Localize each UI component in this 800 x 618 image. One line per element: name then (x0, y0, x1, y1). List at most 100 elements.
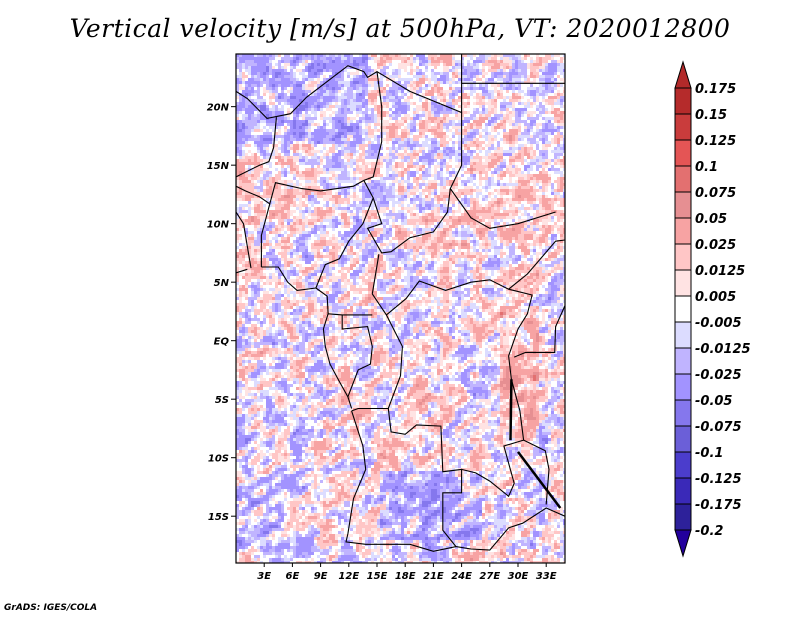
field-cell (263, 63, 266, 66)
field-cell (275, 195, 278, 198)
field-cell (320, 99, 323, 102)
field-cell (434, 177, 437, 180)
field-cell (434, 138, 437, 141)
field-cell (428, 144, 431, 147)
field-cell (335, 69, 338, 72)
field-cell (350, 72, 353, 75)
field-cell (353, 108, 356, 111)
field-cell (260, 135, 263, 138)
field-cell (527, 216, 530, 219)
field-cell (326, 165, 329, 168)
field-cell (551, 186, 554, 189)
field-cell (284, 60, 287, 63)
field-cell (530, 126, 533, 129)
field-cell (395, 54, 398, 57)
field-cell (419, 123, 422, 126)
field-cell (335, 138, 338, 141)
field-cell (314, 171, 317, 174)
field-cell (305, 150, 308, 153)
field-cell (527, 171, 530, 174)
field-cell (494, 57, 497, 60)
field-cell (329, 54, 332, 57)
field-cell (461, 117, 464, 120)
field-cell (332, 201, 335, 204)
field-cell (347, 135, 350, 138)
field-cell (467, 117, 470, 120)
field-cell (500, 108, 503, 111)
field-cell (350, 186, 353, 189)
field-cell (509, 81, 512, 84)
field-cell (515, 135, 518, 138)
field-cell (320, 195, 323, 198)
field-cell (350, 165, 353, 168)
field-cell (518, 72, 521, 75)
field-cell (563, 180, 565, 183)
field-cell (476, 78, 479, 81)
field-cell (410, 189, 413, 192)
field-cell (428, 207, 431, 210)
field-cell (290, 195, 293, 198)
field-cell (494, 54, 497, 57)
field-cell (533, 123, 536, 126)
field-cell (440, 195, 443, 198)
field-cell (326, 192, 329, 195)
field-cell (335, 87, 338, 90)
field-cell (419, 84, 422, 87)
field-cell (398, 198, 401, 201)
field-cell (431, 147, 434, 150)
field-cell (296, 84, 299, 87)
field-cell (266, 162, 269, 165)
field-cell (275, 105, 278, 108)
field-cell (293, 195, 296, 198)
field-cell (254, 183, 257, 186)
field-cell (383, 207, 386, 210)
field-cell (551, 81, 554, 84)
field-cell (275, 207, 278, 210)
field-cell (299, 144, 302, 147)
field-cell (293, 66, 296, 69)
field-cell (335, 60, 338, 63)
field-cell (497, 216, 500, 219)
field-cell (515, 210, 518, 213)
field-cell (437, 183, 440, 186)
field-cell (383, 198, 386, 201)
field-cell (419, 60, 422, 63)
field-cell (272, 150, 275, 153)
field-cell (275, 201, 278, 204)
field-cell (344, 213, 347, 216)
field-cell (542, 171, 545, 174)
field-cell (323, 156, 326, 159)
field-cell (293, 57, 296, 60)
field-cell (326, 210, 329, 213)
field-cell (353, 171, 356, 174)
field-cell (410, 84, 413, 87)
field-cell (413, 153, 416, 156)
field-cell (329, 213, 332, 216)
field-cell (527, 87, 530, 90)
field-cell (398, 174, 401, 177)
field-cell (464, 171, 467, 174)
field-cell (257, 192, 260, 195)
field-cell (332, 111, 335, 114)
field-cell (332, 198, 335, 201)
field-cell (554, 153, 557, 156)
field-cell (440, 96, 443, 99)
field-cell (563, 201, 565, 204)
field-cell (518, 171, 521, 174)
field-cell (398, 102, 401, 105)
field-cell (386, 141, 389, 144)
field-cell (434, 210, 437, 213)
field-cell (539, 195, 542, 198)
field-cell (323, 99, 326, 102)
field-cell (392, 147, 395, 150)
field-cell (323, 90, 326, 93)
field-cell (251, 54, 254, 57)
field-cell (431, 144, 434, 147)
field-cell (527, 141, 530, 144)
field-cell (365, 63, 368, 66)
field-cell (380, 90, 383, 93)
field-cell (377, 165, 380, 168)
field-cell (524, 207, 527, 210)
field-cell (377, 168, 380, 171)
field-cell (521, 96, 524, 99)
